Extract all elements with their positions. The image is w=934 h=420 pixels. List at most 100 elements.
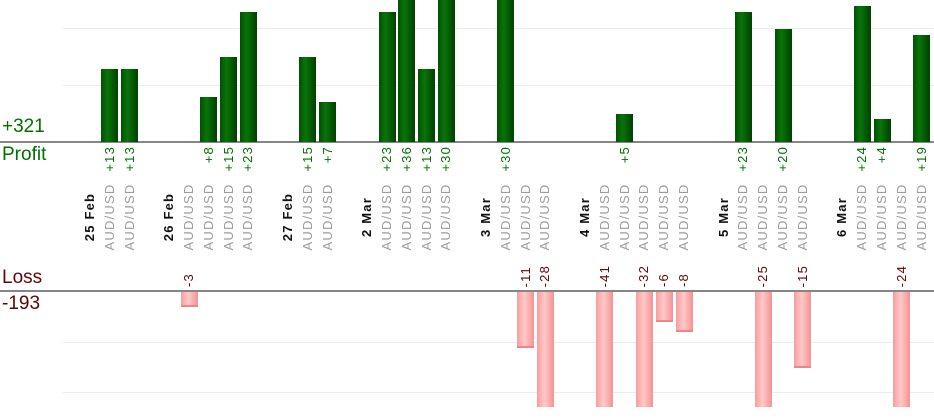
date-label: 3 Mar — [478, 197, 493, 237]
profit-value-label: +23 — [735, 146, 751, 172]
profit-value-label: +15 — [220, 146, 236, 172]
instrument-label: AUD/USD — [497, 183, 513, 251]
loss-bar — [537, 292, 554, 407]
loss-bar — [596, 292, 613, 407]
instrument-label: AUD/USD — [775, 183, 790, 251]
instrument-label: AUD/USD — [200, 183, 216, 251]
loss-bar — [636, 292, 653, 407]
profit-value-label: +23 — [240, 146, 256, 172]
profit-bar — [497, 0, 514, 142]
instrument-label: AUD/USD — [676, 183, 691, 251]
instrument-label: AUD/USD — [854, 183, 870, 251]
profit-bar — [379, 12, 396, 142]
profit-axis-line — [0, 141, 934, 143]
profit-bar — [854, 6, 871, 142]
loss-value-label: -28 — [537, 264, 553, 287]
profit-axis-title: Profit — [2, 144, 47, 165]
profit-value-label: +30 — [438, 146, 454, 172]
instrument-label: AUD/USD — [299, 183, 315, 251]
loss-value-label: -15 — [794, 264, 810, 287]
instrument-label: AUD/USD — [656, 183, 672, 251]
date-label: 25 Feb — [82, 192, 97, 242]
instrument-label: AUD/USD — [240, 183, 256, 251]
profit-bar — [240, 12, 257, 142]
profit-bar — [398, 0, 415, 142]
profit-bar — [913, 35, 930, 142]
loss-value-label: -3 — [181, 273, 196, 287]
instrument-label: AUD/USD — [596, 183, 612, 251]
instrument-label: AUD/USD — [636, 183, 652, 251]
instrument-label: AUD/USD — [755, 183, 771, 251]
loss-value-label: -11 — [517, 265, 533, 287]
date-label: 5 Mar — [715, 197, 731, 237]
profit-bar — [735, 12, 752, 142]
profit-value-label: +36 — [398, 146, 414, 172]
loss-gridline — [63, 392, 934, 393]
loss-bar — [794, 292, 811, 368]
profit-value-label: +13 — [101, 146, 117, 172]
instrument-label: AUD/USD — [438, 183, 454, 251]
profit-value-label: +24 — [854, 146, 870, 172]
loss-value-label: -8 — [676, 273, 691, 287]
instrument-label: AUD/USD — [398, 183, 414, 251]
loss-bar — [893, 292, 910, 407]
loss-bar — [181, 292, 198, 307]
instrument-label: AUD/USD — [537, 183, 553, 251]
instrument-label: AUD/USD — [616, 183, 632, 251]
loss-bar — [656, 292, 673, 322]
profit-bar — [616, 114, 633, 142]
loss-bar — [755, 292, 772, 407]
profit-value-label: +8 — [200, 146, 216, 164]
profit-value-label: +4 — [874, 146, 889, 164]
date-label: 27 Feb — [280, 192, 295, 242]
instrument-label: AUD/USD — [418, 183, 434, 251]
loss-total: -193 — [2, 293, 41, 314]
profit-bar — [319, 102, 336, 142]
instrument-label: AUD/USD — [319, 183, 335, 251]
profit-bar — [775, 29, 792, 142]
profit-value-label: +13 — [418, 146, 434, 172]
profit-value-label: +23 — [379, 146, 394, 172]
instrument-label: AUD/USD — [517, 183, 533, 251]
loss-value-label: -24 — [893, 264, 909, 287]
profit-bar — [200, 97, 217, 142]
profit-bar — [418, 69, 435, 142]
profit-bar — [121, 69, 138, 142]
instrument-label: AUD/USD — [893, 183, 909, 251]
instrument-label: AUD/USD — [874, 183, 889, 251]
profit-bar — [299, 57, 316, 142]
profit-value-label: +13 — [121, 146, 137, 172]
loss-value-label: -41 — [596, 264, 612, 287]
date-label: 2 Mar — [359, 197, 375, 237]
profit-bar — [874, 119, 891, 142]
loss-bar — [676, 292, 693, 332]
instrument-label: AUD/USD — [379, 183, 394, 251]
date-label: 26 Feb — [161, 192, 177, 242]
loss-value-label: -32 — [636, 264, 652, 287]
profit-value-label: +15 — [299, 146, 315, 172]
loss-bar — [517, 292, 534, 348]
profit-bar — [101, 69, 118, 142]
instrument-label: AUD/USD — [735, 183, 751, 251]
profit-total: +321 — [2, 116, 45, 137]
profit-value-label: +5 — [616, 146, 632, 164]
instrument-label: AUD/USD — [794, 183, 810, 251]
loss-value-label: -6 — [656, 273, 672, 287]
date-label: 4 Mar — [577, 197, 592, 237]
instrument-label: AUD/USD — [913, 183, 929, 251]
profit-value-label: +20 — [775, 146, 790, 172]
profit-value-label: +7 — [319, 146, 335, 164]
date-label: 6 Mar — [834, 197, 850, 237]
instrument-label: AUD/USD — [101, 183, 117, 251]
loss-axis-title: Loss — [2, 267, 43, 288]
loss-axis-line — [0, 290, 934, 292]
profit-value-label: +19 — [913, 146, 929, 172]
profit-value-label: +30 — [497, 146, 513, 172]
loss-value-label: -25 — [755, 264, 771, 287]
instrument-label: AUD/USD — [181, 183, 196, 251]
instrument-label: AUD/USD — [121, 183, 137, 251]
loss-gridline — [63, 342, 934, 343]
profit-bar — [438, 0, 455, 142]
profit-bar — [220, 57, 237, 142]
